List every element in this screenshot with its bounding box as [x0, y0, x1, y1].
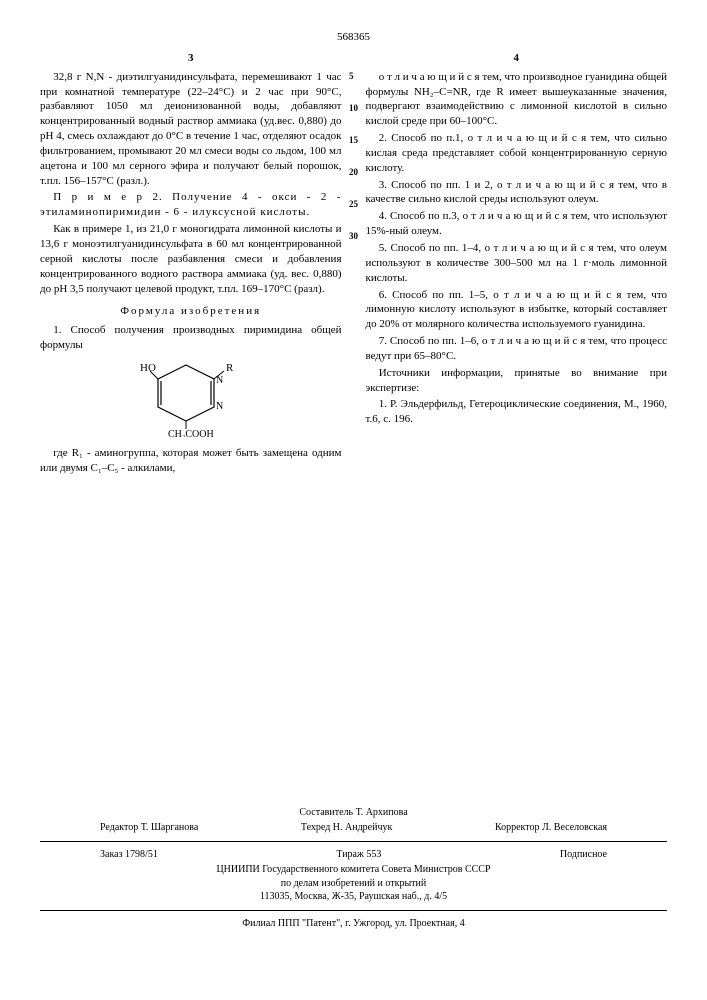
example-2-title: П р и м е р 2. Получение 4 - окси - 2 - …	[40, 190, 342, 220]
body-paragraph: 32,8 г N,N - диэтилгуанидинсульфата, пер…	[40, 70, 342, 189]
branch-line: Филиал ППП "Патент", г. Ужгород, ул. Про…	[40, 917, 667, 931]
claim-1-tail: о т л и ч а ю щ и й с я тем, что произво…	[366, 70, 668, 129]
label-ch2cooh: CH₂COOH	[168, 429, 214, 437]
formula-heading: Формула изобретения	[40, 304, 342, 319]
claim-6: 6. Способ по пп. 1–5, о т л и ч а ю щ и …	[366, 288, 668, 333]
line-mark: 5	[349, 60, 358, 92]
claim-4: 4. Способ по п.3, о т л и ч а ю щ и й с …	[366, 209, 668, 239]
line-mark: 15	[349, 124, 358, 156]
line-number-column: 5 10 15 20 25 30	[349, 60, 358, 252]
address-line: 113035, Москва, Ж-35, Раушская наб., д. …	[40, 890, 667, 904]
org-line-1: ЦНИИПИ Государственного комитета Совета …	[40, 863, 667, 877]
claim-1-lead: 1. Способ получения производных пиримиди…	[40, 323, 342, 353]
label-n: N	[216, 401, 223, 412]
sources-heading: Источники информации, принятые во вниман…	[366, 366, 668, 396]
editor-name: Редактор Т. Шарганова	[100, 821, 198, 835]
line-mark: 30	[349, 220, 358, 252]
order-number: Заказ 1798/51	[100, 848, 158, 862]
document-number: 568365	[40, 30, 667, 45]
org-line-2: по делам изобретений и открытий	[40, 877, 667, 891]
source-1: 1. Р. Эльдерфильд, Гетероциклические сое…	[366, 397, 668, 427]
label-ho: HO	[140, 362, 156, 374]
subscription: Подписное	[560, 848, 607, 862]
claim-3: 3. Способ по пп. 1 и 2, о т л и ч а ю щ …	[366, 178, 668, 208]
corrector-name: Корректор Л. Веселовская	[495, 821, 607, 835]
compiler-line: Составитель Т. Архипова	[40, 806, 667, 820]
label-r: R	[226, 362, 234, 374]
where-r-definition: где R₁ - аминогруппа, которая может быть…	[40, 446, 342, 476]
claim-7: 7. Способ по пп. 1–6, о т л и ч а ю щ и …	[366, 334, 668, 364]
body-paragraph: Как в примере 1, из 21,0 г моногидрата л…	[40, 222, 342, 296]
line-mark: 10	[349, 92, 358, 124]
chemical-structure: HO R N N CH₂COOH	[40, 357, 342, 442]
tirage: Тираж 553	[336, 848, 381, 862]
claim-5: 5. Способ по пп. 1–4, о т л и ч а ю щ и …	[366, 241, 668, 286]
left-column-number: 3	[40, 51, 342, 66]
techred-name: Техред Н. Андрейчук	[301, 821, 393, 835]
right-column-number: 4	[366, 51, 668, 66]
line-mark: 25	[349, 188, 358, 220]
imprint-footer: Составитель Т. Архипова Редактор Т. Шарг…	[40, 806, 667, 931]
claim-2: 2. Способ по п.1, о т л и ч а ю щ и й с …	[366, 131, 668, 176]
line-mark: 20	[349, 156, 358, 188]
